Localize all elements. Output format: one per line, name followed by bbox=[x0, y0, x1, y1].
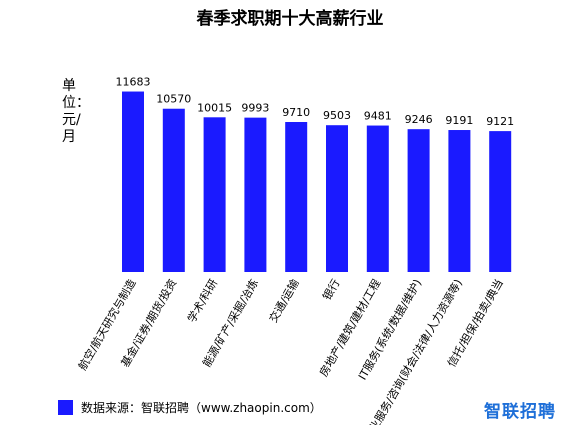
bar-value-label-7: 9481 bbox=[364, 110, 392, 123]
bar-9 bbox=[448, 130, 471, 272]
bar-value-label-10: 9121 bbox=[486, 115, 514, 128]
category-label-3: 学术/科研 bbox=[184, 277, 220, 325]
legend-swatch bbox=[58, 399, 73, 415]
bar-3 bbox=[203, 117, 226, 272]
bar-value-label-5: 9710 bbox=[282, 106, 310, 119]
bar-7 bbox=[366, 125, 389, 272]
bar-value-label-2: 10570 bbox=[156, 93, 191, 106]
bar-value-label-3: 10015 bbox=[197, 101, 232, 114]
bar-value-label-1: 11683 bbox=[116, 76, 151, 89]
bar-4 bbox=[244, 117, 267, 272]
bar-1 bbox=[122, 91, 144, 273]
category-label-6: 银行 bbox=[319, 277, 342, 303]
bar-8 bbox=[407, 129, 430, 272]
bar-value-label-4: 9993 bbox=[241, 102, 269, 115]
bar-value-label-9: 9191 bbox=[445, 114, 473, 127]
chart-title: 春季求职期十大高薪行业 bbox=[196, 9, 384, 29]
bar-6 bbox=[326, 125, 348, 272]
bar-5 bbox=[285, 122, 308, 272]
legend-source-label: 数据来源：智联招聘（www.zhaopin.com） bbox=[81, 400, 322, 415]
bar-10 bbox=[489, 131, 512, 272]
category-label-5: 交通/运输 bbox=[266, 277, 302, 325]
bar-value-label-6: 9503 bbox=[323, 109, 351, 122]
legend: 数据来源：智联招聘（www.zhaopin.com） bbox=[58, 397, 322, 417]
bar-2 bbox=[162, 108, 185, 273]
zhaopin-logo: 智联招聘 bbox=[484, 402, 556, 422]
bar-value-label-8: 9246 bbox=[405, 113, 433, 126]
